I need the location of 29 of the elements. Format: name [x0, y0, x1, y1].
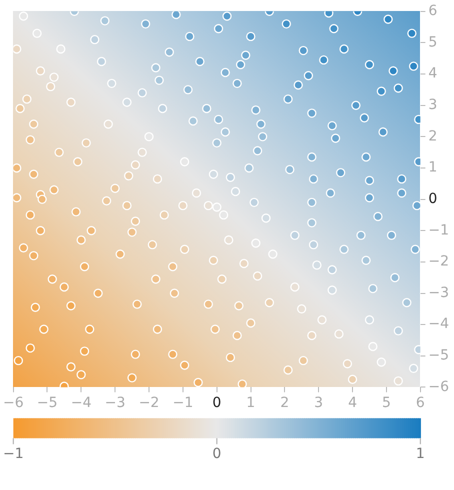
y-tick-label: 1 — [428, 160, 438, 176]
color-bar-label: 1 — [416, 446, 425, 462]
y-tick-label: 3 — [428, 96, 438, 113]
y-tick-label: 4 — [428, 66, 438, 82]
x-tick-label: −2 — [138, 395, 160, 412]
y-tick-label: −5 — [428, 348, 450, 364]
x-tick-label: 6 — [416, 395, 425, 412]
x-tick-label: 3 — [314, 395, 324, 412]
y-tick-label: 0 — [428, 190, 438, 207]
color-bar-label: −1 — [3, 446, 24, 462]
y-tick-label: −1 — [428, 222, 450, 238]
x-tick-label: −6 — [3, 395, 24, 412]
y-tick-label: 2 — [428, 128, 438, 144]
x-tick-label: −1 — [172, 395, 194, 412]
x-tick-label: 4 — [348, 395, 358, 412]
x-tick-label: 2 — [280, 395, 290, 412]
x-tick-label: −5 — [36, 395, 58, 412]
x-tick-label: 1 — [246, 395, 256, 412]
y-tick-label: 5 — [428, 34, 438, 50]
x-tick-label: −3 — [104, 395, 126, 412]
x-tick-label: 5 — [382, 395, 391, 412]
y-tick-label: −2 — [428, 254, 450, 270]
x-tick-label: −4 — [70, 395, 92, 412]
color-bar-label: 0 — [212, 446, 222, 462]
y-tick-label: 6 — [428, 3, 438, 20]
x-tick-label: 0 — [212, 395, 222, 412]
y-tick-label: −3 — [428, 284, 450, 301]
y-tick-label: −4 — [428, 316, 450, 332]
y-tick-label: −6 — [428, 378, 450, 395]
